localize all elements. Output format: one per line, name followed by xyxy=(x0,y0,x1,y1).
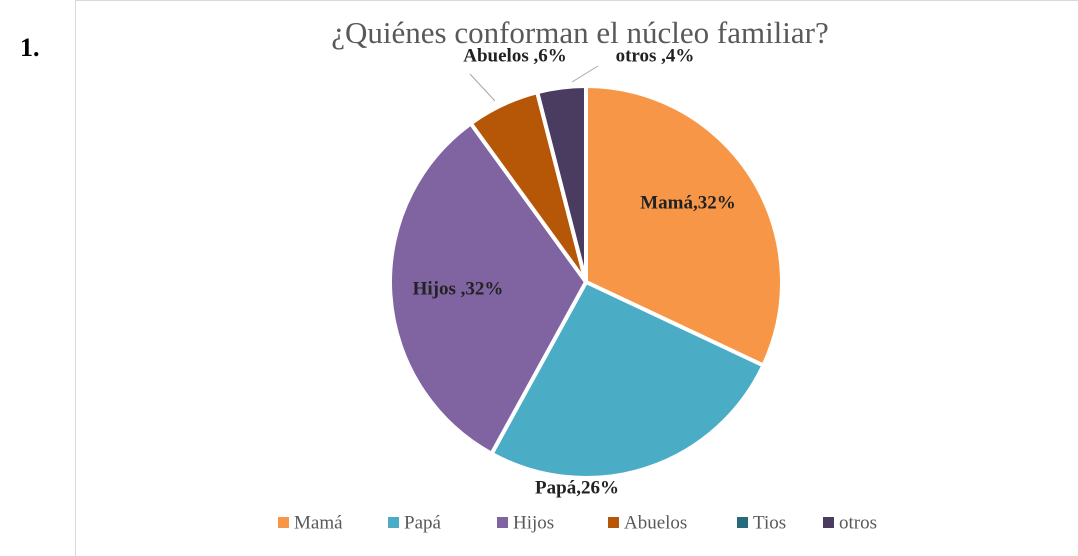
legend-label: Tios xyxy=(753,512,786,533)
legend-swatch xyxy=(388,517,399,528)
data-label: Papá,26% xyxy=(535,477,619,498)
legend-swatch xyxy=(278,517,289,528)
legend-label: Abuelos xyxy=(624,512,687,533)
data-label: Mamá,32% xyxy=(640,192,736,213)
data-label: otros ,4% xyxy=(616,45,695,66)
legend-label: Mamá xyxy=(294,512,343,533)
pie-slice xyxy=(388,120,589,457)
list-marker: 1. xyxy=(20,33,40,62)
legend-swatch xyxy=(608,517,619,528)
pie-slice xyxy=(534,83,588,283)
data-label: Hijos ,32% xyxy=(413,278,504,299)
legend-label: Hijos xyxy=(513,512,554,533)
legend-swatch xyxy=(737,517,748,528)
chart-title: ¿Quiénes conforman el núcleo familiar? xyxy=(331,15,829,50)
data-label: Abuelos ,6% xyxy=(463,45,566,66)
legend-swatch xyxy=(823,517,834,528)
pie-slice xyxy=(584,83,784,369)
chart-frame xyxy=(75,0,1078,556)
leader-line xyxy=(469,73,496,102)
legend-swatch xyxy=(497,517,508,528)
legend-label: Papá xyxy=(404,512,442,533)
legend-label: otros xyxy=(839,512,877,533)
leader-line xyxy=(571,65,599,83)
